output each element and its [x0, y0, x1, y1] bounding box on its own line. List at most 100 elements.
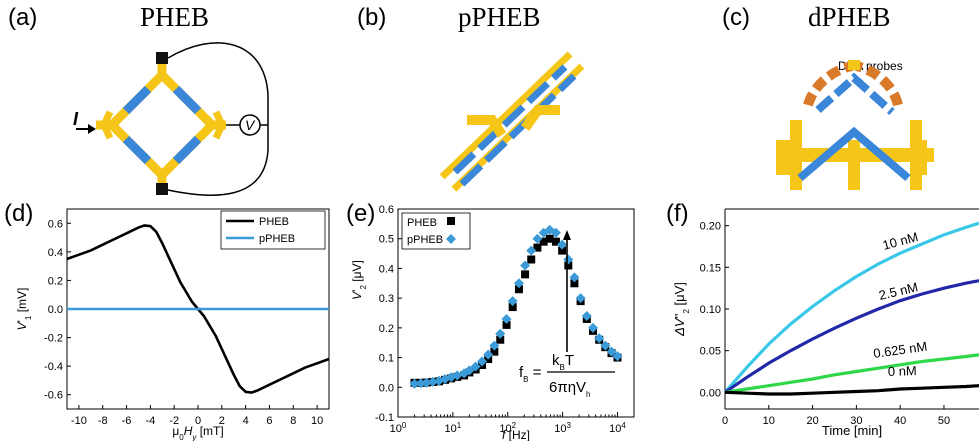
chart-e-ytick-label: 0.5	[379, 234, 394, 246]
chart-e-ytick-label: -0.1	[375, 412, 394, 424]
chart-e-point-ppheb	[501, 313, 512, 324]
chart-e-frame	[397, 208, 635, 418]
chart-d-ytick-label: 0.0	[48, 304, 63, 316]
chart-e-legend-swatch	[446, 234, 456, 244]
chart-f-xtick-label: 0	[722, 415, 728, 427]
chart-e-point-ppheb	[594, 333, 605, 344]
chart-d-xtick-label: 10	[311, 415, 323, 427]
chart-e-xtick-label: 103	[554, 421, 571, 436]
chart-f-xlabel: Time [min]	[822, 423, 882, 438]
chart-d-ytick-label: 0.6	[48, 218, 63, 230]
chart-e-point-ppheb	[557, 239, 568, 250]
chart-f-series-0	[723, 221, 979, 394]
chart-e-point-ppheb	[409, 378, 420, 389]
chart-d-legend-label: PHEB	[259, 216, 289, 228]
chart-f-xtick-label: 40	[894, 415, 906, 427]
chart-e-point-pheb	[570, 279, 579, 288]
chart-f-xtick-label: 20	[806, 415, 818, 427]
chart-e-point-pheb	[545, 234, 554, 243]
panel-label-c: (c)	[722, 4, 750, 31]
chart-e-point-ppheb	[532, 233, 543, 244]
chart-f-ytick-label: 0.05	[700, 346, 721, 358]
chart-d-xtick-label: -6	[122, 415, 132, 427]
chart-e-legend-label: PHEB	[407, 217, 437, 229]
voltmeter-label: V	[245, 117, 256, 133]
chart-d-xtick-label: -8	[98, 415, 108, 427]
chart-e-point-ppheb	[575, 293, 586, 304]
chart-d-hall-voltage: -10 -8 -6 -4 -2 0 2 4 6 8 10 -0.6 -0.4 -0.2 0.0 0.2 0.4 0…	[15, 208, 330, 441]
chart-d-ytick-label: -0.4	[44, 361, 63, 373]
chart-f-series-label: 2.5 nM	[877, 279, 919, 303]
chart-d-xlabel: μ0Hy [mT]	[172, 424, 223, 441]
chart-e-legend-label: pPHEB	[407, 234, 443, 246]
chart-e-point-pheb	[508, 303, 517, 312]
chart-e-xtick-label: 104	[609, 421, 626, 436]
panel-label-b: (b)	[357, 4, 387, 31]
chart-f-ytick-label: 0.00	[700, 387, 721, 399]
chart-e-point-ppheb	[513, 278, 524, 289]
chart-e-point-ppheb	[569, 272, 580, 283]
chart-e-xlabel: f [Hz]	[502, 428, 530, 441]
chart-e-point-ppheb	[477, 356, 488, 367]
panel-label-f: (f)	[666, 200, 689, 227]
chart-e-point-ppheb	[520, 260, 531, 271]
chart-e-point-ppheb	[526, 245, 537, 256]
chart-e-point-ppheb	[427, 376, 438, 387]
chart-e-point-pheb	[527, 255, 536, 264]
chart-e-point-pheb	[533, 243, 542, 252]
schematic-dpheb: DNA probes	[776, 59, 934, 190]
chart-e-ytick-label: 0.4	[379, 263, 394, 275]
chart-f-series-1	[724, 279, 979, 394]
chart-e-point-ppheb	[612, 351, 623, 362]
chart-f-ytick-label: 0.10	[700, 304, 721, 316]
chart-d-ytick-label: 0.4	[48, 247, 63, 259]
chart-d-ytick-label: -0.2	[44, 333, 63, 345]
chart-d-xtick-label: -2	[169, 415, 179, 427]
schematic-ppheb	[439, 51, 585, 192]
chart-f-xtick-label: 10	[763, 415, 775, 427]
chart-e-point-pheb	[558, 246, 567, 255]
panel-label-d: (d)	[4, 200, 34, 227]
panel-label-e: (e)	[346, 200, 376, 227]
chart-e-point-ppheb	[483, 349, 494, 360]
title-pheb: PHEB	[140, 2, 210, 32]
chart-e-xtick-label: 101	[445, 421, 462, 436]
chart-d-ylabel: V'1 [mV]	[15, 288, 33, 331]
chart-d-xtick-label: -4	[145, 415, 155, 427]
chart-d-xtick-label: 4	[243, 415, 249, 427]
chart-d-ytick-label: -0.6	[44, 390, 63, 402]
chart-e-ylabel: V'2 [μV]	[350, 260, 368, 300]
chart-e-ytick-label: 0.6	[379, 204, 394, 216]
chart-e-ytick-label: 0.0	[379, 382, 394, 394]
title-dpheb: dPHEB	[808, 2, 891, 32]
chart-f-series-3	[724, 384, 979, 396]
chart-e-point-ppheb	[588, 322, 599, 333]
chart-e-point-pheb	[564, 261, 573, 270]
chart-d-legend-box	[220, 210, 326, 250]
chart-f-ytick-label: 0.15	[700, 262, 721, 274]
chart-e-point-pheb	[551, 237, 560, 246]
chart-e-point-pheb	[502, 320, 511, 329]
chart-e-xtick-label: 102	[499, 421, 516, 436]
chart-d-xtick-label: -10	[71, 415, 87, 427]
chart-e-xtick-label: 100	[390, 421, 407, 436]
schematic-pheb: V I	[73, 42, 269, 196]
chart-f-time-response: 0 10 20 30 40 50 0.00 0.05 0.10 0.15 0.20 10 nM 2.5 …	[672, 208, 979, 438]
chart-e-formula-numerator: kBT	[552, 352, 574, 372]
chart-e-point-ppheb	[421, 377, 432, 388]
chart-e-point-ppheb	[606, 346, 617, 357]
chart-e-point-pheb	[521, 270, 530, 279]
chart-e-point-pheb	[490, 347, 499, 356]
chart-e-point-ppheb	[550, 227, 561, 238]
chart-e-point-ppheb	[489, 340, 500, 351]
chart-d-xtick-label: 0	[195, 415, 201, 427]
chart-e-point-pheb	[514, 285, 523, 294]
chart-d-ytick-label: 0.2	[48, 275, 63, 287]
chart-e-ytick-label: 0.3	[379, 293, 394, 305]
chart-f-series-label: 0.625 nM	[872, 339, 928, 361]
chart-e-legend-box	[401, 212, 471, 250]
chart-f-xtick-label: 50	[938, 415, 950, 427]
chart-e-point-pheb	[539, 237, 548, 246]
title-ppheb: pPHEB	[458, 2, 541, 32]
